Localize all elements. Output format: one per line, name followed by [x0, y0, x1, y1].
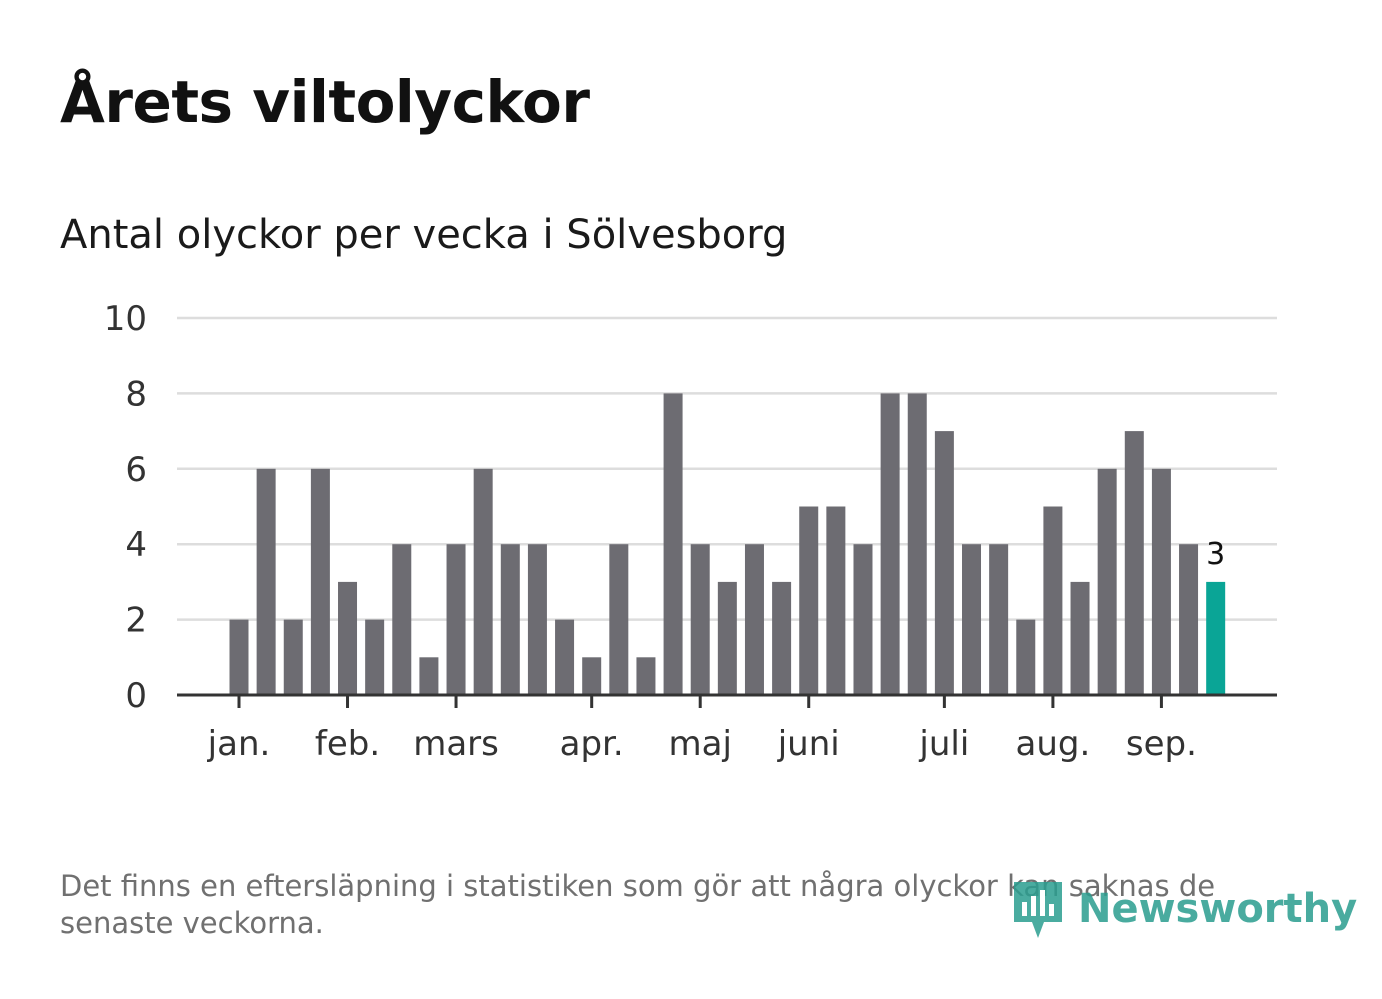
bar-chart: 0 2 4 6 8 10 3 jan. feb. mars apr. maj juni juli aug. s…	[104, 299, 1277, 764]
bar	[826, 506, 846, 695]
bar	[1179, 544, 1199, 695]
x-tick-label: apr.	[560, 724, 624, 764]
x-tick-label: jan.	[207, 724, 271, 764]
bar	[555, 619, 575, 695]
bar-highlight	[1206, 581, 1226, 695]
bar	[229, 619, 249, 695]
y-tick-label: 2	[125, 601, 147, 641]
bar	[582, 657, 602, 695]
bar	[1124, 431, 1144, 695]
chart-subtitle: Antal olyckor per vecka i Sölvesborg	[60, 212, 788, 258]
x-tick-label: aug.	[1016, 724, 1091, 764]
bar	[744, 544, 764, 695]
bar	[365, 619, 385, 695]
newsworthy-logo: Newsworthy	[1010, 876, 1357, 942]
bar	[310, 468, 330, 695]
bar	[989, 544, 1009, 695]
x-tick-label: juni	[777, 724, 840, 764]
bar	[1070, 581, 1090, 695]
x-tick-label: mars	[413, 724, 499, 764]
bar	[338, 581, 358, 695]
bar	[934, 431, 954, 695]
bar	[1151, 468, 1171, 695]
bar	[283, 619, 303, 695]
bar	[772, 581, 792, 695]
bar	[690, 544, 710, 695]
y-tick-label: 0	[125, 676, 147, 716]
bar	[907, 393, 927, 695]
bar	[256, 468, 276, 695]
x-tick-label: juli	[918, 724, 969, 764]
bar	[473, 468, 493, 695]
bar	[609, 544, 629, 695]
bar	[663, 393, 683, 695]
bar	[527, 544, 547, 695]
bar	[880, 393, 900, 695]
logo-text: Newsworthy	[1078, 886, 1358, 932]
bar	[1043, 506, 1063, 695]
x-tick-label: feb.	[315, 724, 380, 764]
y-tick-label: 10	[104, 299, 147, 339]
y-tick-label: 4	[125, 525, 147, 565]
y-tick-label: 6	[125, 450, 147, 490]
bar	[962, 544, 982, 695]
newsworthy-logo-icon	[1014, 882, 1062, 938]
bar	[853, 544, 873, 695]
bar	[500, 544, 520, 695]
bar	[636, 657, 656, 695]
bar	[392, 544, 412, 695]
bar	[1097, 468, 1117, 695]
bar	[419, 657, 439, 695]
bar	[446, 544, 466, 695]
bar	[1016, 619, 1036, 695]
chart-title: Årets viltolyckor	[60, 68, 590, 136]
x-tick-label: sep.	[1126, 724, 1197, 764]
data-label: 3	[1206, 537, 1225, 572]
bar	[799, 506, 819, 695]
y-tick-label: 8	[125, 374, 147, 414]
x-tick-label: maj	[669, 724, 732, 764]
bar	[717, 581, 737, 695]
